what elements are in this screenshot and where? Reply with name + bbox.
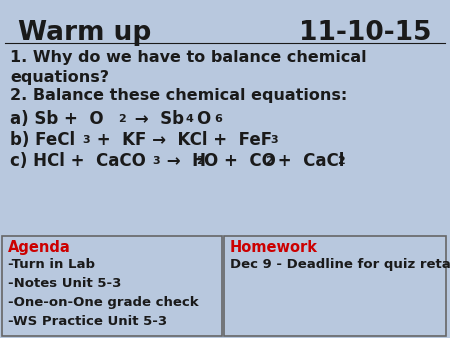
Text: -WS Practice Unit 5-3: -WS Practice Unit 5-3 bbox=[8, 315, 167, 328]
Text: Homework: Homework bbox=[230, 240, 318, 255]
Text: 2: 2 bbox=[265, 156, 273, 166]
Text: -Notes Unit 5-3: -Notes Unit 5-3 bbox=[8, 277, 122, 290]
Text: 11-10-15: 11-10-15 bbox=[300, 20, 432, 46]
FancyBboxPatch shape bbox=[224, 236, 446, 336]
Text: →  Sb: → Sb bbox=[129, 110, 184, 128]
Text: O +  CO: O + CO bbox=[204, 152, 276, 170]
Text: 6: 6 bbox=[214, 114, 222, 124]
Text: -Turn in Lab: -Turn in Lab bbox=[8, 258, 95, 271]
Text: -One-on-One grade check: -One-on-One grade check bbox=[8, 296, 198, 309]
Text: +  KF →  KCl +  FeF: + KF → KCl + FeF bbox=[91, 131, 272, 149]
Text: +  CaCl: + CaCl bbox=[272, 152, 344, 170]
Text: 2: 2 bbox=[337, 156, 345, 166]
Text: Dec 9 - Deadline for quiz retake: Dec 9 - Deadline for quiz retake bbox=[230, 258, 450, 271]
Text: 1. Why do we have to balance chemical: 1. Why do we have to balance chemical bbox=[10, 50, 367, 65]
Text: 2: 2 bbox=[118, 114, 126, 124]
Text: b) FeCl: b) FeCl bbox=[10, 131, 75, 149]
Text: →  H: → H bbox=[161, 152, 206, 170]
Text: 3: 3 bbox=[152, 156, 160, 166]
Text: 2: 2 bbox=[196, 156, 204, 166]
Text: 3: 3 bbox=[82, 135, 90, 145]
Text: 3: 3 bbox=[270, 135, 278, 145]
Text: Agenda: Agenda bbox=[8, 240, 71, 255]
FancyBboxPatch shape bbox=[2, 236, 222, 336]
Text: a) Sb +  O: a) Sb + O bbox=[10, 110, 104, 128]
Text: equations?: equations? bbox=[10, 70, 109, 85]
Text: O: O bbox=[196, 110, 210, 128]
Text: Warm up: Warm up bbox=[18, 20, 151, 46]
Text: c) HCl +  CaCO: c) HCl + CaCO bbox=[10, 152, 146, 170]
Text: 2. Balance these chemical equations:: 2. Balance these chemical equations: bbox=[10, 88, 347, 103]
Text: 4: 4 bbox=[186, 114, 194, 124]
